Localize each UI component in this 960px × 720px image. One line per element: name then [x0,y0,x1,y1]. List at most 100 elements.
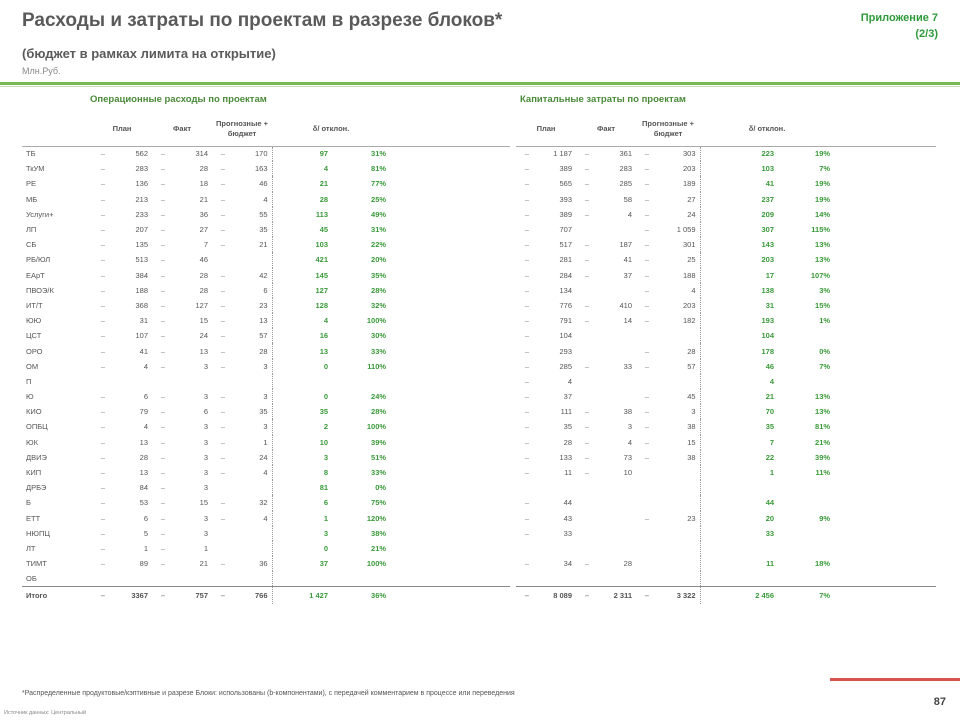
opex-delta-pct: 31% [371,225,387,235]
spacer [699,434,723,450]
dash-cell [576,495,598,510]
left-section-title: Операционные расходы по проектам [90,94,267,105]
spacer [271,191,295,207]
capex-plan: 33 [563,528,573,538]
opex-plan: 41 [139,346,149,356]
dash-cell: – [644,361,650,371]
spacer [271,495,295,511]
opex-delta-pct: 100% [366,316,387,326]
dash-cell [212,571,234,586]
capex-row: – 393 – 58 – 27 237 19% [516,191,936,207]
capex-fact: 4 [627,437,633,447]
opex-forecast: 170 [255,149,268,159]
dash-cell: – [220,316,226,326]
dash-cell: – [584,300,590,310]
dash-cell [92,571,114,586]
capex-row: – 517 – 187 – 301 143 13% [516,237,936,253]
dash-cell [576,283,598,298]
opex-delta-abs: 145 [315,270,329,280]
capex-plan: 28 [563,437,573,447]
dash-cell: – [100,407,106,417]
dash-cell: – [524,392,530,402]
opex-delta-pct: 100% [366,559,387,569]
spacer [271,176,295,192]
dash-cell [636,495,658,510]
dash-cell [636,526,658,541]
opex-delta-pct: 39% [371,437,387,447]
capex-forecast: 303 [683,149,696,159]
opex-delta-abs: 28 [319,194,329,204]
dash-cell: – [644,255,650,265]
opex-plan [114,571,152,586]
dash-cell: – [524,240,530,250]
capex-row [516,571,936,587]
capex-fact: 14 [623,316,633,326]
dash-cell: – [160,225,166,235]
dash-cell: – [644,164,650,174]
opex-plan: 28 [139,452,149,462]
opex-fact: 15 [199,316,209,326]
spacer [834,511,936,526]
spacer [834,237,936,252]
dash-cell: – [220,437,226,447]
spacer [699,343,723,359]
spacer [834,268,936,283]
capex-delta-abs: 307 [761,225,775,235]
opex-forecast: 6 [263,285,268,295]
spacer [390,374,510,389]
opex-forecast: 1 [263,437,268,447]
opex-fact [174,571,212,586]
capex-row: – 285 – 33 – 57 46 7% [516,358,936,374]
opex-row-name: ТБ [26,149,36,159]
opex-delta-abs: 113 [315,209,329,219]
spacer [834,146,936,161]
dash-cell [212,480,234,495]
footer-rule [830,678,960,681]
opex-delta-abs [294,374,332,389]
capex-plan: 35 [563,422,573,432]
spacer [834,374,936,389]
spacer [390,146,510,161]
opex-delta-pct: 31% [371,149,387,159]
opex-forecast: 24 [259,452,268,462]
spacer [834,161,936,176]
opex-row-name: ДВИЭ [26,452,47,462]
dash-cell: – [160,300,166,310]
opex-forecast: 42 [259,270,268,280]
spacer [390,389,510,404]
capex-forecast: 24 [687,209,696,219]
dash-cell: – [160,407,166,417]
spacer [699,540,723,557]
capex-plan: 293 [559,346,573,356]
dash-cell: – [524,559,530,569]
dash-cell: – [644,513,650,523]
capex-forecast: 203 [683,164,696,174]
opex-delta-pct: 120% [366,513,387,523]
capex-table: План Факт Прогнозные + бюджет δ/ отклон.… [516,112,937,605]
opex-row-name: КИО [26,407,42,417]
spacer [834,495,936,510]
opex-delta-abs: 0 [323,392,329,402]
spacer [271,313,295,329]
capex-col-delta: δ/ отклон. [700,112,835,147]
dash-cell: – [644,452,650,462]
capex-fact [598,495,636,510]
dash-cell: – [160,528,166,538]
spacer [271,571,295,587]
dash-cell: – [524,361,530,371]
spacer [390,465,510,480]
spacer [699,221,723,238]
capex-total-row: –8 089–2 311–3 322 2 456 7% [516,585,937,605]
opex-row-name: НЮПЦ [26,528,50,538]
dash-cell: – [644,179,650,189]
opex-delta-pct: 28% [371,285,387,295]
spacer [834,419,936,434]
dash-cell: – [160,164,166,174]
opex-col-delta: δ/ отклон. [272,112,391,147]
opex-plan: 135 [135,240,149,250]
dash-cell [516,480,538,495]
spacer [699,146,723,162]
capex-fact [598,526,636,541]
opex-plan: 84 [139,483,149,493]
capex-forecast: 182 [683,316,696,326]
